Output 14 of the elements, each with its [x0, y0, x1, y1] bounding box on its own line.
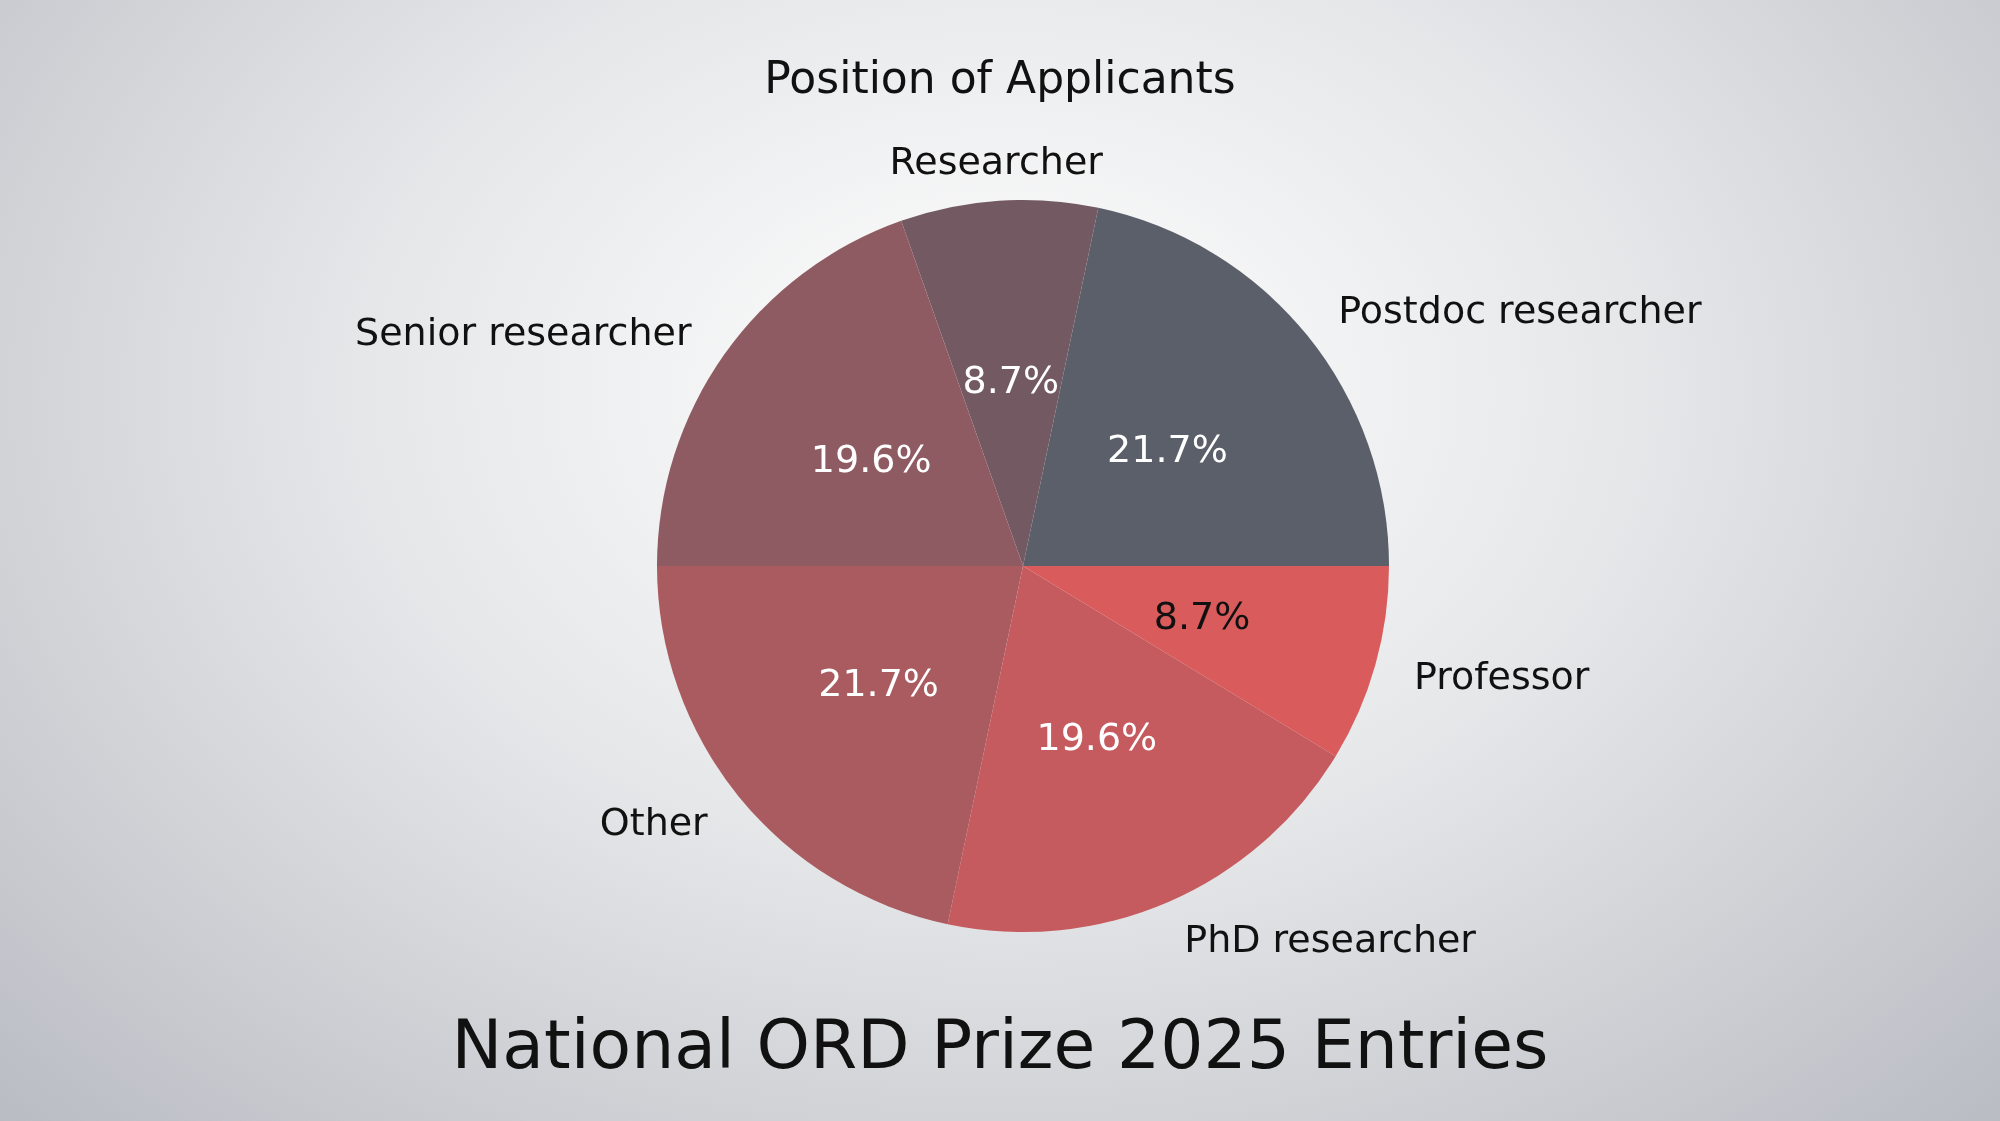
slice-label: Researcher	[889, 138, 1104, 183]
slice-label: Postdoc researcher	[1338, 288, 1702, 333]
slice-label: Senior researcher	[355, 309, 692, 354]
text: National ORD Prize 2025 Entries	[451, 1004, 1549, 1084]
data-label: 21.7%	[818, 661, 939, 706]
data-label: 19.6%	[1036, 714, 1158, 759]
data-label: 19.6%	[810, 436, 932, 481]
data-label: 8.7%	[962, 358, 1060, 403]
slice-label: PhD researcher	[1184, 916, 1477, 961]
data-label: 21.7%	[1107, 426, 1228, 471]
chart-title: Position of Applicants	[764, 51, 1236, 103]
slice-label: Other	[599, 799, 709, 844]
data-label: 8.7%	[1153, 594, 1251, 639]
slice-label: Professor	[1413, 653, 1590, 698]
